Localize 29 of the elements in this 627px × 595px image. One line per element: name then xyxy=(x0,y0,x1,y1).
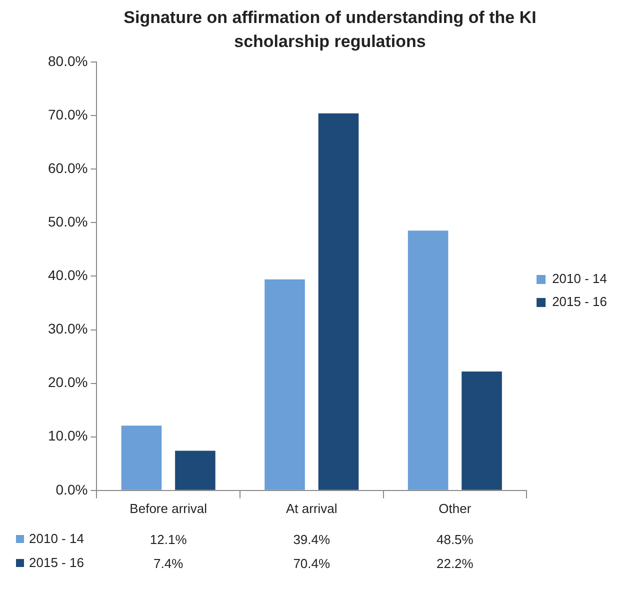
data-label: 7.4% xyxy=(154,556,184,571)
y-tick-label: 40.0% xyxy=(48,267,88,284)
legend-label: 2015 - 16 xyxy=(552,294,608,310)
bar xyxy=(408,230,448,490)
data-label: 39.4% xyxy=(293,532,330,547)
y-tick-label: 0.0% xyxy=(56,481,88,498)
y-tick-label: 70.0% xyxy=(48,106,88,122)
legend-label: 2010 - 14 xyxy=(29,531,84,546)
y-tick-label: 60.0% xyxy=(48,160,88,176)
x-tick-label: Before arrival xyxy=(130,500,208,516)
text: 2015 - 16 xyxy=(29,555,84,570)
data-label: 70.4% xyxy=(293,556,330,571)
y-tick-label: 50.0% xyxy=(48,214,88,230)
data-label: 12.1% xyxy=(150,532,188,547)
y-tick-label: 30.0% xyxy=(48,320,88,337)
chart-title: Signature on affirmation of understanding of the KI scholarship regulations xyxy=(122,7,538,53)
x-tick-label: At arrival xyxy=(286,500,338,516)
bar xyxy=(264,279,305,490)
x-tick-label: Other xyxy=(438,500,472,516)
data-label: 48.5% xyxy=(436,532,474,547)
text: 2010 - 14 xyxy=(552,271,608,286)
y-tick-label: 10.0% xyxy=(48,428,88,444)
data-label: 22.2% xyxy=(436,556,474,571)
y-tick-label: 20.0% xyxy=(48,374,88,390)
bar xyxy=(462,372,502,490)
y-tick-label: 80.0% xyxy=(48,52,88,69)
bar xyxy=(121,426,162,490)
bar xyxy=(318,113,359,490)
bar xyxy=(175,450,216,490)
